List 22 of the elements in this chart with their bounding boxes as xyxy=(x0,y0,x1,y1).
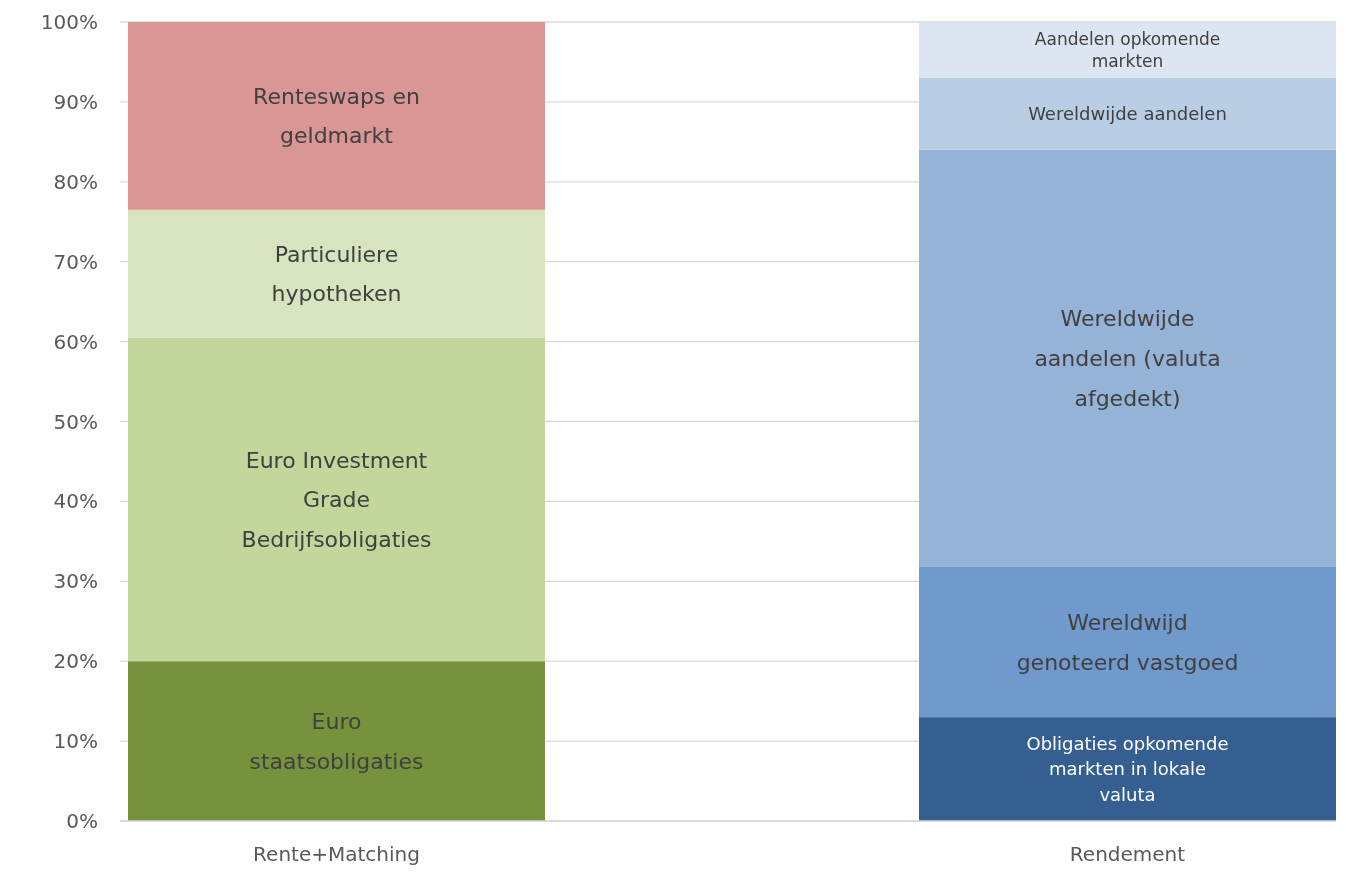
y-tick-label: 30% xyxy=(53,569,98,594)
series-label: Euro staatsobligaties xyxy=(249,709,424,774)
series-label: Wereldwijde aandelen (valuta afgedekt) xyxy=(1034,306,1221,411)
series-label: Renteswaps en geldmarkt xyxy=(253,83,420,149)
y-tick-label: 100% xyxy=(40,10,98,34)
y-tick-label: 80% xyxy=(53,169,98,194)
y-tick-label: 0% xyxy=(66,809,98,833)
y-tick-label: 70% xyxy=(53,249,98,274)
series-label: Euro Investment Grade Bedrijfsobligaties xyxy=(241,447,432,552)
series-label: Wereldwijd genoteerd vastgoed xyxy=(1016,609,1239,675)
y-tick-label: 50% xyxy=(53,409,98,434)
x-tick-label: Rente+Matching xyxy=(253,842,420,866)
y-tick-label: 40% xyxy=(53,489,98,514)
series-label: Particuliere hypotheken xyxy=(271,241,402,307)
series-label: Obligaties opkomende markten in lokale valuta xyxy=(1026,733,1229,805)
y-tick-label: 60% xyxy=(53,329,98,354)
y-tick-label: 20% xyxy=(53,649,98,674)
y-tick-label: 90% xyxy=(53,89,98,114)
series-label: Wereldwijde aandelen xyxy=(1028,103,1227,125)
y-tick-label: 10% xyxy=(53,729,98,754)
series-label: Aandelen opkomende markten xyxy=(1034,29,1221,71)
x-tick-label: Rendement xyxy=(1069,842,1186,866)
